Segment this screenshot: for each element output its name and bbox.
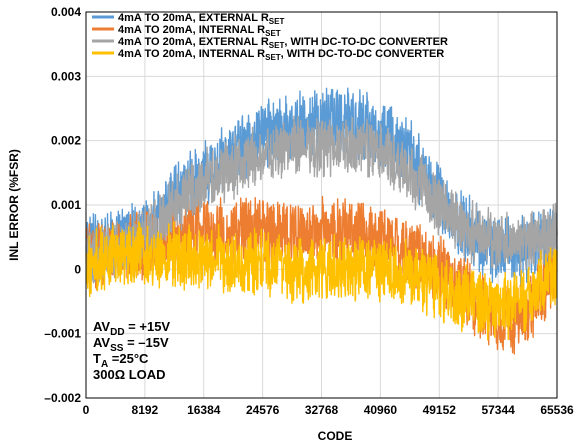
annotation-line: TA =25°C xyxy=(93,351,149,370)
legend-entry-sub: SET xyxy=(265,53,281,62)
annotation-line: AVDD = +15V xyxy=(93,319,170,338)
x-tick-label: 40960 xyxy=(364,403,398,417)
annotation-line: AVSS = –15V xyxy=(93,335,169,354)
legend-entry: 4mA TO 20mA, INTERNAL RSET, WITH DC-TO-D… xyxy=(118,48,444,62)
annotation-line: 300Ω LOAD xyxy=(93,367,166,382)
x-axis-label: CODE xyxy=(318,429,353,443)
legend-entry-tail: , WITH DC-TO-DC CONVERTER xyxy=(281,48,445,60)
legend-entry-main: 4mA TO 20mA, EXTERNAL R xyxy=(118,12,269,24)
plot-frame xyxy=(85,11,558,399)
y-tick-label: 0.003 xyxy=(51,69,81,83)
y-tick-labels: –0.002 –0.001 0 0.001 0.002 0.003 0.004 xyxy=(44,5,81,405)
plot-border xyxy=(85,11,558,399)
x-tick-label: 57344 xyxy=(481,403,515,417)
legend-entry-main: 4mA TO 20mA, INTERNAL R xyxy=(118,48,265,60)
y-axis-label: INL ERROR (%FSR) xyxy=(7,149,21,261)
legend-entry-sub: SET xyxy=(269,17,285,26)
x-tick-labels: 0 8192 16384 24576 32768 40960 49152 57344 65536 xyxy=(83,403,574,417)
series-line-4 xyxy=(85,221,558,341)
y-tick-label: 0.002 xyxy=(51,134,81,148)
x-tick-label: 65536 xyxy=(540,403,574,417)
y-tick-label: 0.004 xyxy=(51,5,81,19)
x-tick-label: 0 xyxy=(83,403,90,417)
legend-entry-main: 4mA TO 20mA, INTERNAL R xyxy=(118,24,265,36)
legend-entry-sub: SET xyxy=(265,29,281,38)
x-tick-label: 24576 xyxy=(246,403,280,417)
legend-entry: 4mA TO 20mA, EXTERNAL RSET xyxy=(118,12,284,26)
x-tick-label: 49152 xyxy=(423,403,457,417)
x-tick-label: 32768 xyxy=(305,403,339,417)
legend-entry-main: 4mA TO 20mA, EXTERNAL R xyxy=(118,36,269,48)
x-tick-label: 16384 xyxy=(187,403,221,417)
x-tick-label: 8192 xyxy=(132,403,159,417)
series-line-3 xyxy=(85,115,558,284)
legend-entry-sub: SET xyxy=(269,41,285,50)
series-lines xyxy=(85,87,558,355)
legend-entry-tail: , WITH DC-TO-DC CONVERTER xyxy=(284,36,448,48)
y-tick-label: –0.002 xyxy=(44,391,81,405)
legend-entry: 4mA TO 20mA, EXTERNAL RSET, WITH DC-TO-D… xyxy=(118,36,448,50)
y-tick-label: 0 xyxy=(74,262,81,276)
legend-entry: 4mA TO 20mA, INTERNAL RSET xyxy=(118,24,281,38)
y-tick-label: 0.001 xyxy=(51,198,81,212)
y-tick-label: –0.001 xyxy=(44,327,81,341)
